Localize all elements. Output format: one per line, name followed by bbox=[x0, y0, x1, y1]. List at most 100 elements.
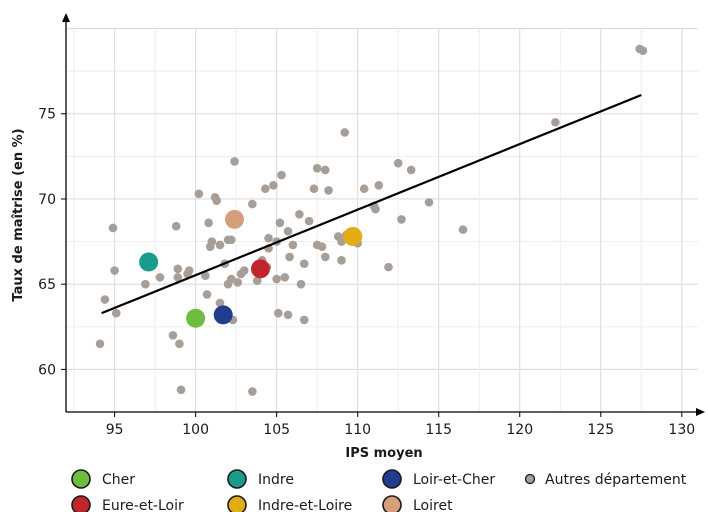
data-point-other bbox=[176, 385, 186, 395]
data-point-other bbox=[324, 186, 333, 195]
data-point-other bbox=[230, 157, 239, 166]
x-tick-label: 120 bbox=[506, 422, 533, 438]
data-point-other bbox=[95, 339, 105, 349]
data-point-other bbox=[215, 240, 225, 250]
data-point-other bbox=[638, 46, 648, 55]
data-point-other bbox=[299, 315, 309, 325]
data-point-highlight bbox=[186, 308, 206, 328]
data-point-other bbox=[406, 165, 416, 175]
legend-swatch bbox=[382, 495, 402, 512]
trendline-group bbox=[101, 93, 642, 315]
data-point-other bbox=[277, 170, 286, 180]
data-point-other bbox=[168, 331, 178, 340]
data-point-other bbox=[233, 278, 243, 287]
data-point-other bbox=[397, 215, 406, 224]
data-point-other bbox=[248, 199, 257, 209]
legend-swatch bbox=[71, 495, 91, 512]
data-point-other bbox=[299, 259, 309, 269]
data-point-other bbox=[194, 189, 204, 199]
x-tick-label: 115 bbox=[425, 422, 452, 438]
x-tick-label: 130 bbox=[668, 422, 695, 438]
data-point-other bbox=[141, 279, 150, 289]
legend-label: Cher bbox=[102, 472, 135, 488]
data-point-other bbox=[272, 274, 281, 284]
y-tick-label: 70 bbox=[38, 192, 56, 208]
data-point-other bbox=[359, 184, 369, 194]
x-tick-labels: 95 100 105 110 115 120 125 130 bbox=[106, 412, 695, 438]
legend-swatch-other bbox=[524, 473, 536, 485]
data-point-other bbox=[226, 274, 236, 284]
x-tick-label: 105 bbox=[263, 422, 290, 438]
y-axis-title: Taux de maîtrise (en %) bbox=[11, 128, 26, 301]
data-point-other bbox=[340, 128, 350, 137]
data-point-highlight bbox=[225, 209, 245, 229]
data-point-other bbox=[264, 233, 273, 243]
data-point-other bbox=[173, 264, 183, 274]
x-axis-title: IPS moyen bbox=[345, 446, 422, 461]
data-point-other bbox=[261, 184, 270, 194]
data-point-other bbox=[280, 273, 290, 282]
data-point-other bbox=[288, 240, 298, 250]
x-tick-label: 110 bbox=[344, 422, 371, 438]
data-point-other bbox=[204, 218, 213, 228]
x-tick-label: 100 bbox=[182, 422, 209, 438]
data-point-other bbox=[184, 266, 194, 275]
data-point-highlight bbox=[139, 252, 159, 272]
legend-label: Indre bbox=[258, 472, 294, 488]
legend-swatch bbox=[71, 469, 91, 489]
data-point-other bbox=[296, 279, 306, 289]
data-point-other bbox=[295, 209, 304, 219]
data-point-other bbox=[273, 308, 283, 318]
data-point-other bbox=[312, 163, 322, 173]
data-point-other bbox=[248, 387, 257, 396]
data-point-other bbox=[283, 227, 293, 236]
grid-lines bbox=[66, 27, 698, 413]
data-point-other bbox=[317, 242, 327, 251]
x-tick-label: 125 bbox=[587, 422, 614, 438]
data-point-other bbox=[111, 308, 121, 318]
other-points-series bbox=[95, 44, 648, 396]
data-point-other bbox=[384, 262, 393, 272]
legend-label: Indre-et-Loire bbox=[258, 498, 352, 512]
data-point-other bbox=[108, 223, 118, 233]
y-tick-label: 65 bbox=[38, 277, 56, 293]
highlighted-points-series bbox=[139, 209, 363, 328]
data-point-other bbox=[551, 117, 560, 127]
data-point-other bbox=[304, 216, 314, 226]
trendline bbox=[101, 93, 642, 315]
data-point-other bbox=[215, 298, 225, 308]
data-point-other bbox=[285, 252, 294, 262]
data-point-other bbox=[226, 235, 236, 245]
data-point-highlight bbox=[213, 305, 233, 325]
data-point-other bbox=[374, 181, 384, 190]
legend-swatch bbox=[227, 495, 247, 512]
data-point-other bbox=[239, 266, 249, 275]
legend-label: Loir-et-Cher bbox=[413, 472, 495, 488]
data-point-other bbox=[100, 295, 110, 304]
data-point-other bbox=[424, 198, 434, 207]
data-point-other bbox=[171, 221, 181, 231]
y-tick-labels: 60 65 70 75 bbox=[38, 107, 66, 378]
data-point-other bbox=[309, 184, 319, 194]
legend-label-other: Autres département bbox=[545, 472, 687, 488]
data-point-other bbox=[155, 273, 165, 282]
x-axis-arrow bbox=[696, 408, 705, 416]
data-point-other bbox=[212, 196, 222, 205]
data-point-other bbox=[202, 290, 212, 299]
data-point-other bbox=[320, 165, 330, 175]
data-point-other bbox=[201, 271, 210, 280]
data-point-other bbox=[458, 225, 468, 234]
legend-label: Eure-et-Loir bbox=[102, 498, 184, 512]
data-point-highlight bbox=[343, 226, 363, 246]
y-tick-label: 60 bbox=[38, 362, 56, 378]
legend-label: Loiret bbox=[413, 498, 453, 512]
data-point-other bbox=[393, 158, 403, 168]
data-point-other bbox=[207, 237, 217, 246]
data-point-other bbox=[110, 266, 119, 275]
legend-swatch bbox=[227, 469, 247, 489]
legend-swatch bbox=[382, 469, 402, 489]
data-point-other bbox=[337, 237, 346, 246]
data-point-other bbox=[252, 276, 262, 286]
data-point-other bbox=[283, 310, 293, 320]
